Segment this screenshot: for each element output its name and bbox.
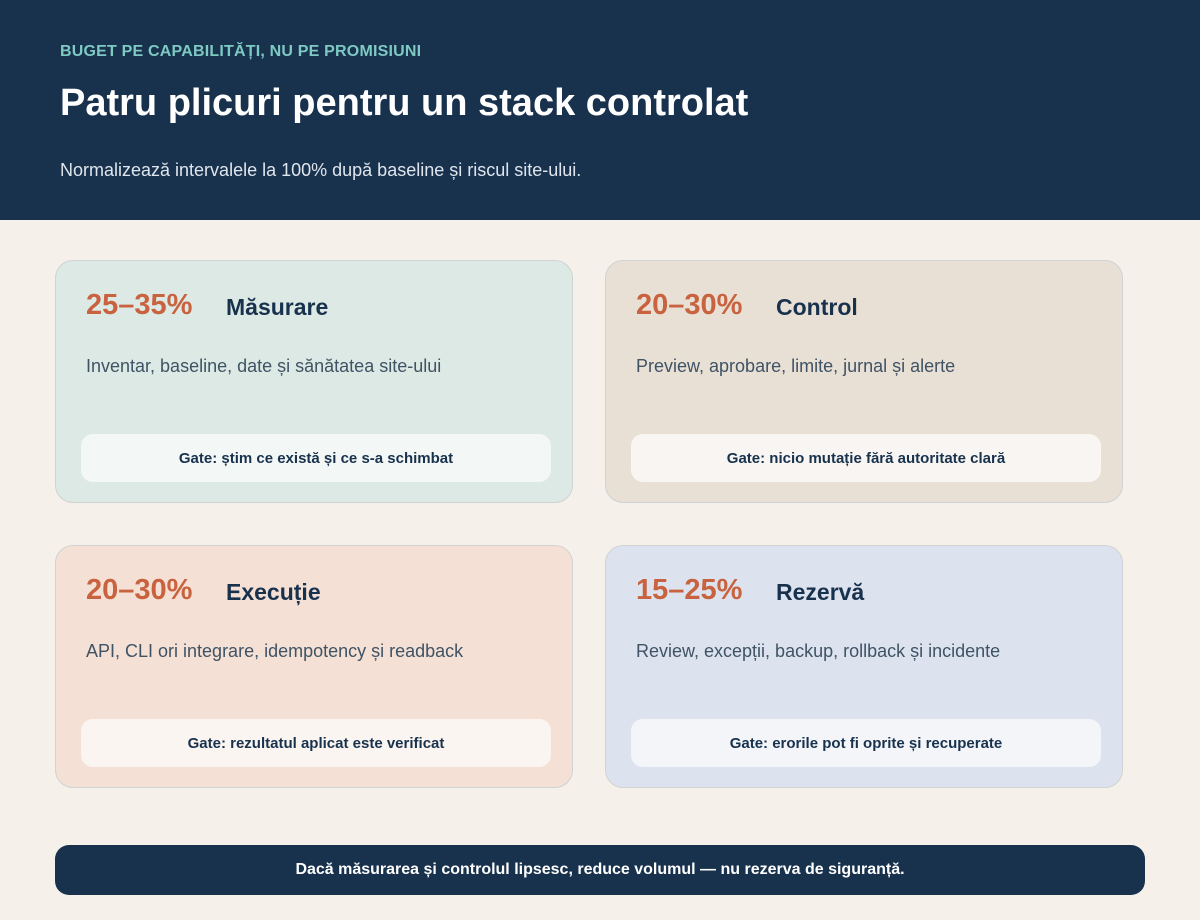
card-range: 20–30% <box>86 574 193 606</box>
card-range: 15–25% <box>636 574 743 606</box>
card-description: Review, excepții, backup, rollback și in… <box>636 641 1001 661</box>
card-description: API, CLI ori integrare, idempotency și r… <box>86 641 464 661</box>
card-gate: Gate: rezultatul aplicat este verificat <box>81 719 551 767</box>
card-gate: Gate: erorile pot fi oprite și recuperat… <box>631 719 1101 767</box>
card-range: 25–35% <box>86 289 193 321</box>
page-subtitle: Normalizează intervalele la 100% după ba… <box>60 160 582 180</box>
card-executie: 20–30% Execuție API, CLI ori integrare, … <box>55 545 573 788</box>
card-control: 20–30% Control Preview, aprobare, limite… <box>605 260 1123 503</box>
card-title: Execuție <box>226 579 321 605</box>
header-banner: BUGET PE CAPABILITĂȚI, NU PE PROMISIUNI … <box>0 0 1200 220</box>
card-title: Control <box>776 294 858 320</box>
card-title: Măsurare <box>226 294 329 320</box>
card-gate: Gate: știm ce există și ce s-a schimbat <box>81 434 551 482</box>
card-title: Rezervă <box>776 579 865 605</box>
card-gate: Gate: nicio mutație fără autoritate clar… <box>631 434 1101 482</box>
card-range: 20–30% <box>636 289 743 321</box>
card-masurare: 25–35% Măsurare Inventar, baseline, date… <box>55 260 573 503</box>
card-description: Preview, aprobare, limite, jurnal și ale… <box>636 356 956 376</box>
page-title: Patru plicuri pentru un stack controlat <box>60 82 749 124</box>
eyebrow-label: BUGET PE CAPABILITĂȚI, NU PE PROMISIUNI <box>60 43 422 60</box>
footer-note: Dacă măsurarea și controlul lipsesc, red… <box>55 845 1145 895</box>
card-rezerva: 15–25% Rezervă Review, excepții, backup,… <box>605 545 1123 788</box>
card-description: Inventar, baseline, date și sănătatea si… <box>86 356 442 376</box>
